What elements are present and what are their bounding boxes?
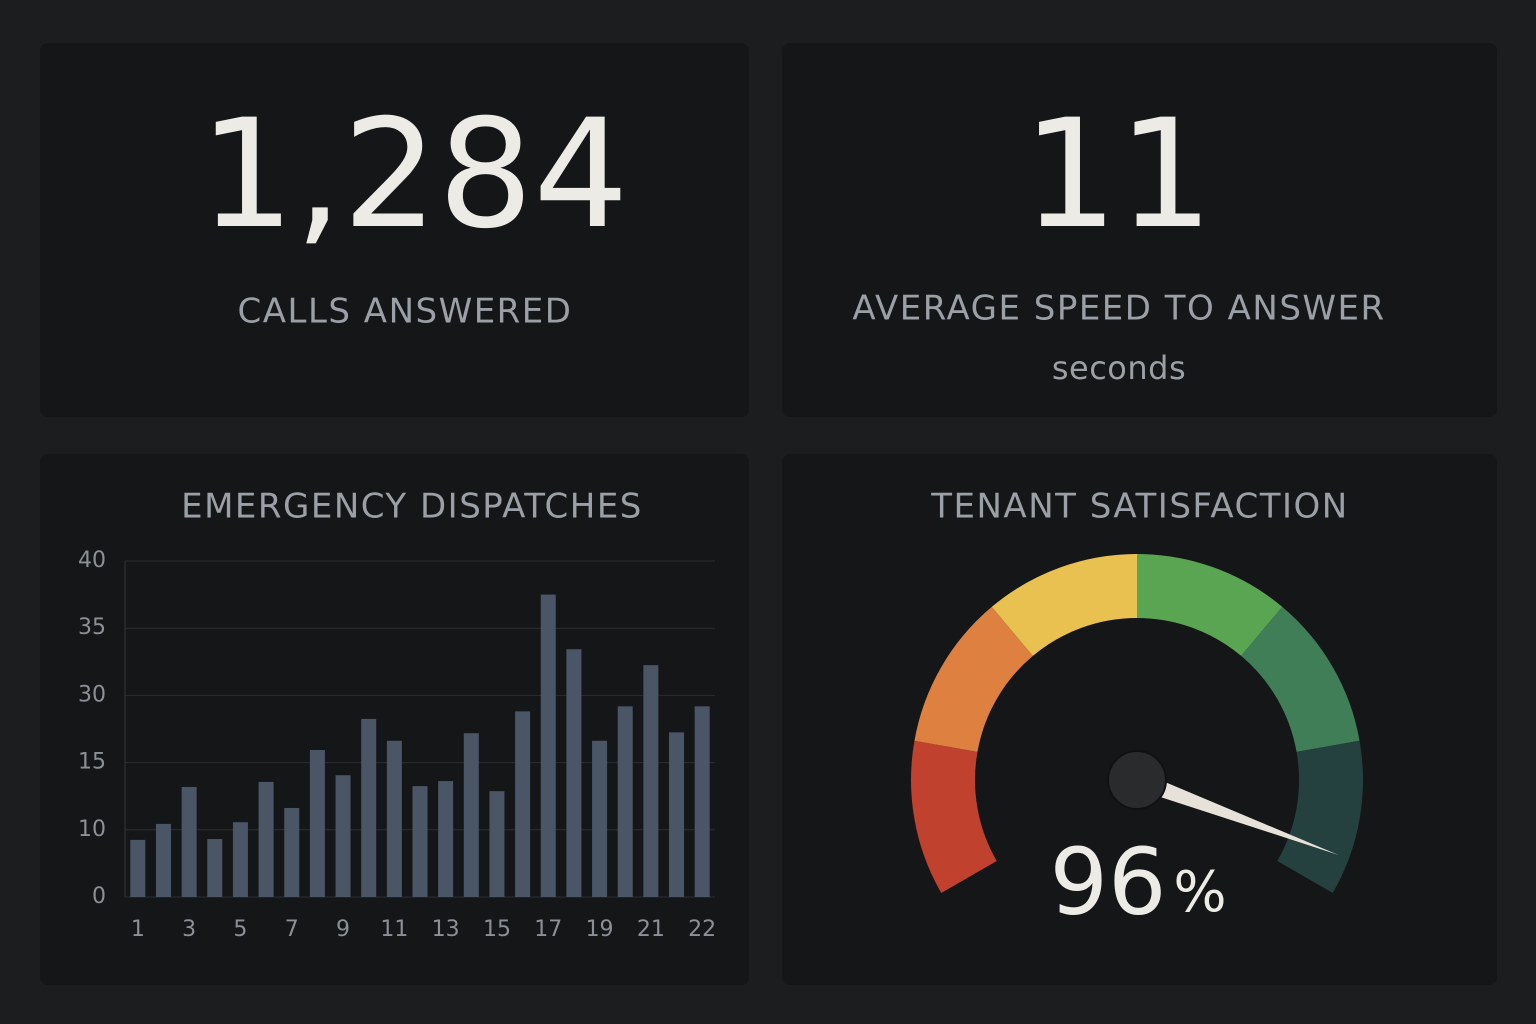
x-tick-label: 3 xyxy=(182,917,196,942)
bar xyxy=(232,822,248,897)
gauge-band xyxy=(1241,606,1360,752)
bar xyxy=(335,775,351,897)
y-tick-label: 10 xyxy=(78,817,106,842)
x-tick-label: 1 xyxy=(131,917,145,942)
bar xyxy=(155,823,171,897)
kpi-value: 11 xyxy=(1023,88,1214,262)
gauge-needle xyxy=(1133,771,1339,855)
x-tick-label: 17 xyxy=(534,917,562,942)
x-tick-label: 5 xyxy=(233,917,247,942)
gauge-band xyxy=(911,740,997,893)
kpi-label: CALLS ANSWERED xyxy=(238,292,573,332)
bar xyxy=(643,665,659,897)
bar xyxy=(463,733,479,897)
y-tick-label: 35 xyxy=(78,615,106,640)
gauge-band xyxy=(914,606,1033,752)
gauge-unit: % xyxy=(1173,860,1226,925)
bar xyxy=(386,740,402,897)
bar xyxy=(515,711,531,897)
x-tick-label: 11 xyxy=(380,917,408,942)
x-tick-label: 9 xyxy=(336,917,350,942)
x-tick-label: 19 xyxy=(586,917,614,942)
panel xyxy=(40,454,749,985)
gauge-band xyxy=(1277,740,1363,893)
kpi-label: AVERAGE SPEED TO ANSWER xyxy=(852,289,1385,329)
gauge-hub xyxy=(1107,750,1167,810)
bar xyxy=(617,706,633,897)
chart-title: TENANT SATISFACTION xyxy=(930,487,1349,527)
y-tick-label: 30 xyxy=(78,682,106,707)
kpi-unit: seconds xyxy=(1052,349,1186,387)
bar xyxy=(592,740,608,897)
bar xyxy=(412,786,428,897)
bar xyxy=(438,781,454,897)
y-tick-label: 40 xyxy=(78,548,106,573)
panel xyxy=(40,43,749,417)
gauge: 96% xyxy=(911,554,1363,935)
x-tick-label: 21 xyxy=(637,917,665,942)
x-tick-label: 13 xyxy=(432,917,460,942)
kpi-value: 1,284 xyxy=(199,88,628,262)
gauge-band xyxy=(991,554,1137,656)
x-tick-label: 22 xyxy=(688,917,716,942)
gauge-band xyxy=(1137,554,1283,656)
bar xyxy=(540,594,556,897)
bar xyxy=(258,781,274,897)
panel xyxy=(782,43,1497,417)
bar xyxy=(309,750,325,897)
bar xyxy=(181,786,197,897)
bar xyxy=(284,807,300,897)
bar xyxy=(130,839,146,897)
bar xyxy=(207,839,223,897)
y-tick-label: 15 xyxy=(78,750,106,775)
x-tick-label: 15 xyxy=(483,917,511,942)
y-tick-label: 0 xyxy=(92,884,106,909)
bar xyxy=(566,649,582,897)
x-tick-label: 7 xyxy=(285,917,299,942)
chart-title: EMERGENCY DISPATCHES xyxy=(181,487,643,527)
bar xyxy=(489,791,505,897)
bar xyxy=(694,706,710,897)
bar xyxy=(361,718,377,897)
bar xyxy=(669,732,685,897)
gauge-value: 96 xyxy=(1049,828,1166,935)
